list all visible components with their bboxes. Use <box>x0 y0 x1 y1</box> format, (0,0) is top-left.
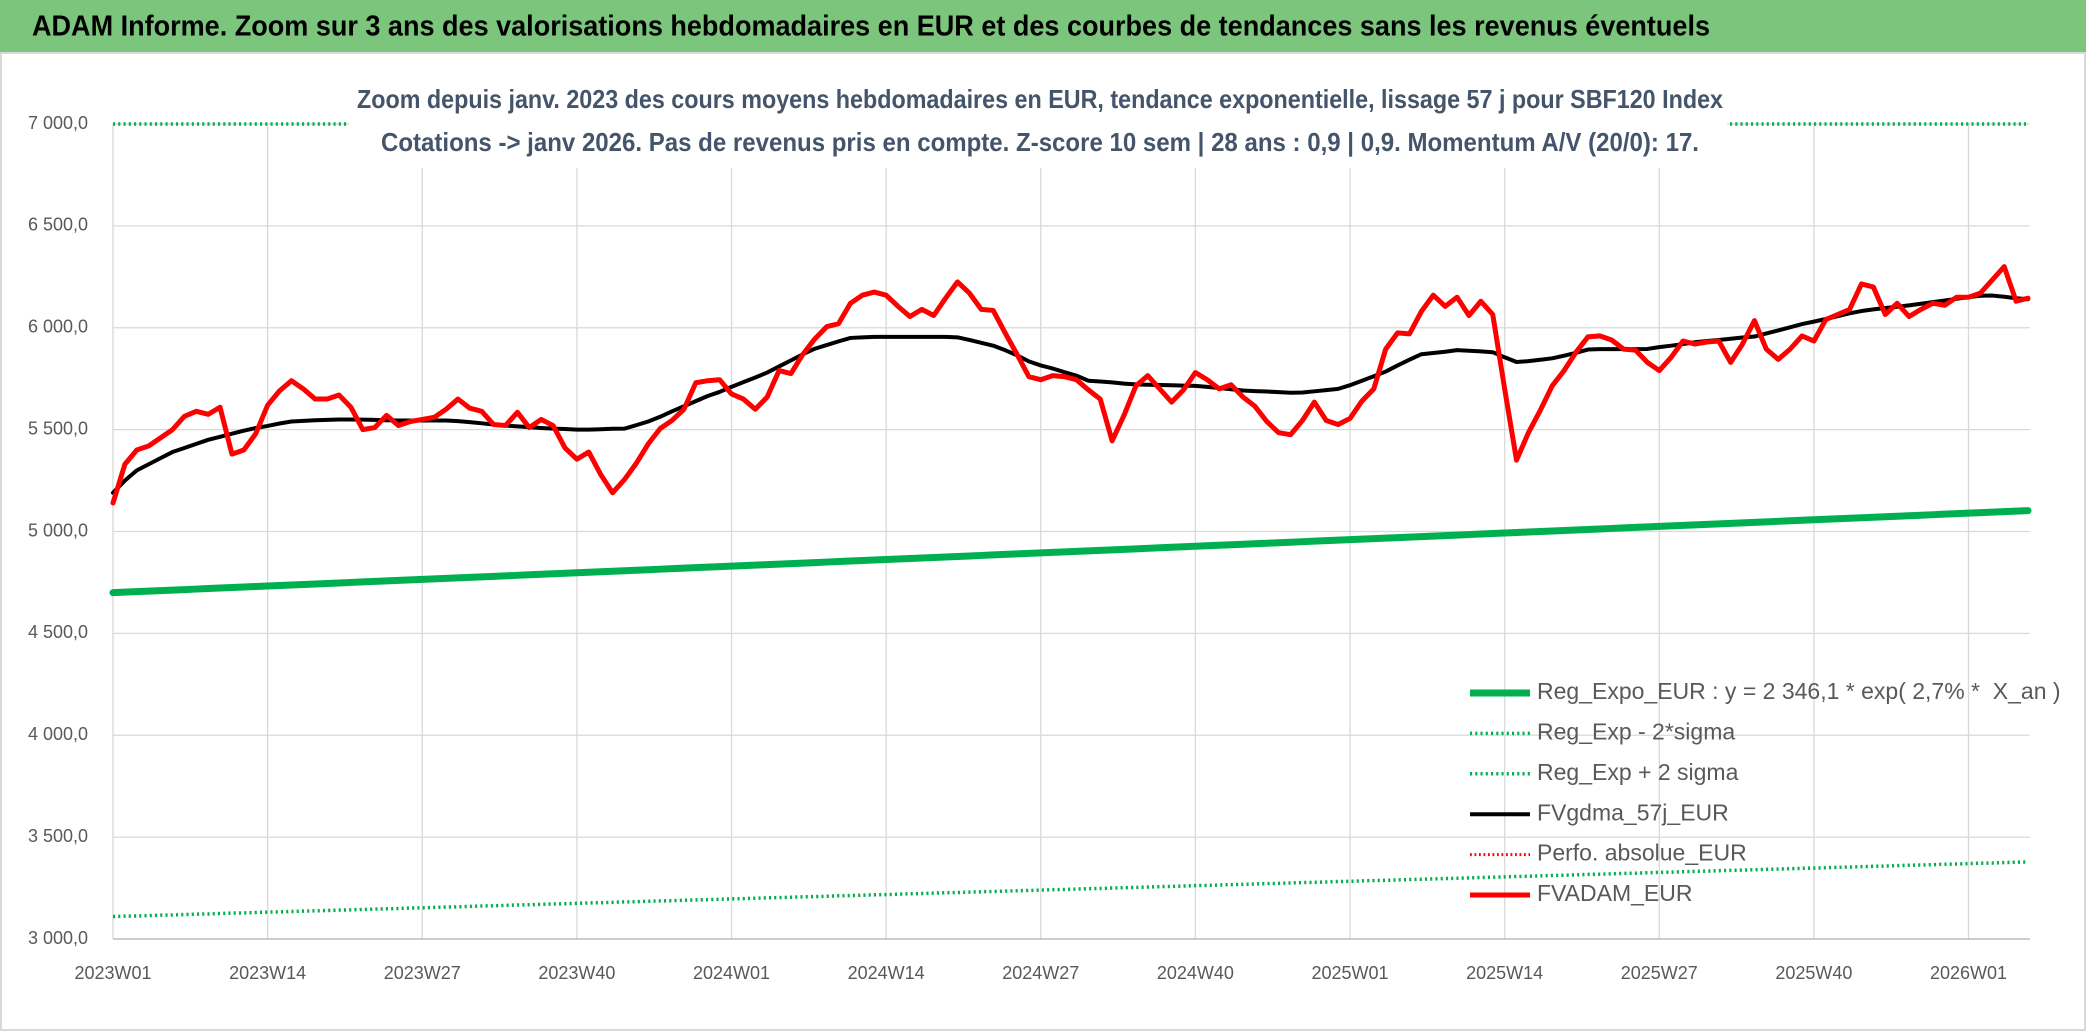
x-tick-label: 2024W40 <box>1157 963 1234 983</box>
x-tick-label: 2023W01 <box>74 963 151 983</box>
x-tick-label: 2024W01 <box>693 963 770 983</box>
y-tick-label: 6 000,0 <box>28 317 88 337</box>
series-line <box>109 507 2032 597</box>
x-tick-label: 2023W27 <box>384 963 461 983</box>
y-tick-label: 5 500,0 <box>28 418 88 438</box>
legend-label: Reg_Expo_EUR : y = 2 346,1 * exp( 2,7% *… <box>1537 678 2061 704</box>
y-tick-label: 5 000,0 <box>28 520 88 540</box>
x-tick-label: 2026W01 <box>1930 963 2007 983</box>
x-tick-label: 2025W14 <box>1466 963 1543 983</box>
chart-title: Zoom depuis janv. 2023 des cours moyens … <box>357 84 1723 114</box>
x-tick-label: 2023W40 <box>538 963 615 983</box>
axes: 3 000,0 3 500,0 4 000,0 4 500,0 5 000,0 5 500… <box>28 113 2030 983</box>
chart-subtitle: Cotations -> janv 2026. Pas de revenus p… <box>381 127 1699 157</box>
legend-label: FVADAM_EUR <box>1537 880 1693 906</box>
series-line <box>112 860 2029 919</box>
y-tick-label: 3 500,0 <box>28 826 88 846</box>
x-tick-label: 2023W14 <box>229 963 306 983</box>
x-tick-label: 2025W01 <box>1311 963 1388 983</box>
legend-label: Perfo. absolue_EUR <box>1537 840 1747 866</box>
header-bar <box>0 0 2086 53</box>
y-tick-label: 7 000,0 <box>28 113 88 133</box>
legend: Reg_Expo_EUR : y = 2 346,1 * exp( 2,7% *… <box>1470 678 2061 906</box>
title-box <box>349 80 1727 168</box>
page-title: ADAM Informe. Zoom sur 3 ans des valoris… <box>32 11 1710 43</box>
legend-label: Reg_Exp - 2*sigma <box>1537 718 1735 744</box>
y-tick-label: 4 000,0 <box>28 724 88 744</box>
x-tick-label: 2024W14 <box>848 963 925 983</box>
chart-frame <box>0 52 2086 1031</box>
series-line <box>110 264 2031 506</box>
legend-label: FVgdma_57j_EUR <box>1537 799 1729 825</box>
y-tick-label: 4 500,0 <box>28 622 88 642</box>
legend-label: Reg_Exp + 2 sigma <box>1537 759 1739 785</box>
x-tick-label: 2025W40 <box>1775 963 1852 983</box>
x-tick-label: 2024W27 <box>1002 963 1079 983</box>
x-tick-label: 2025W27 <box>1621 963 1698 983</box>
y-tick-label: 3 000,0 <box>28 928 88 948</box>
y-tick-label: 6 500,0 <box>28 215 88 235</box>
